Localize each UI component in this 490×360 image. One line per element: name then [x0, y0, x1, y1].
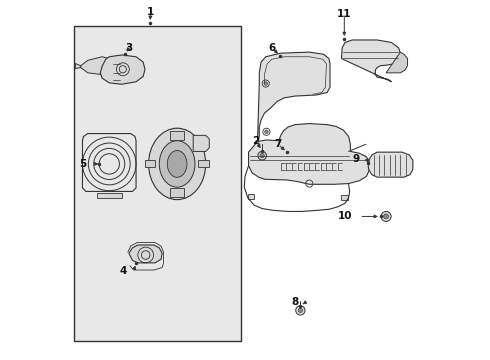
Text: 8: 8 — [292, 297, 298, 307]
FancyBboxPatch shape — [198, 160, 209, 167]
Polygon shape — [342, 195, 348, 200]
Polygon shape — [193, 135, 209, 152]
Polygon shape — [75, 64, 81, 68]
Polygon shape — [100, 55, 145, 84]
Text: 10: 10 — [338, 211, 352, 221]
Circle shape — [296, 306, 305, 315]
Circle shape — [264, 82, 268, 85]
Ellipse shape — [159, 141, 195, 187]
Polygon shape — [386, 52, 408, 73]
Circle shape — [258, 152, 267, 160]
Text: 4: 4 — [119, 266, 126, 276]
FancyBboxPatch shape — [170, 188, 184, 197]
Polygon shape — [81, 57, 117, 75]
Text: 7: 7 — [274, 139, 282, 149]
Polygon shape — [368, 152, 413, 177]
Polygon shape — [342, 40, 400, 82]
Polygon shape — [248, 194, 254, 199]
FancyBboxPatch shape — [74, 26, 242, 341]
FancyBboxPatch shape — [170, 131, 184, 140]
Ellipse shape — [148, 128, 206, 200]
Circle shape — [260, 154, 264, 158]
Text: 6: 6 — [269, 43, 276, 53]
FancyBboxPatch shape — [145, 160, 155, 167]
Text: 5: 5 — [79, 159, 86, 169]
Text: 1: 1 — [147, 7, 154, 17]
Polygon shape — [97, 193, 122, 198]
Polygon shape — [258, 52, 330, 141]
Text: 9: 9 — [352, 154, 359, 163]
Polygon shape — [129, 245, 162, 263]
Circle shape — [381, 211, 391, 221]
Circle shape — [384, 214, 389, 219]
Circle shape — [265, 130, 268, 134]
Ellipse shape — [167, 150, 187, 177]
Polygon shape — [248, 123, 369, 184]
Text: 3: 3 — [125, 43, 132, 53]
Circle shape — [298, 308, 302, 312]
Text: 2: 2 — [252, 136, 259, 146]
Text: 11: 11 — [337, 9, 351, 19]
